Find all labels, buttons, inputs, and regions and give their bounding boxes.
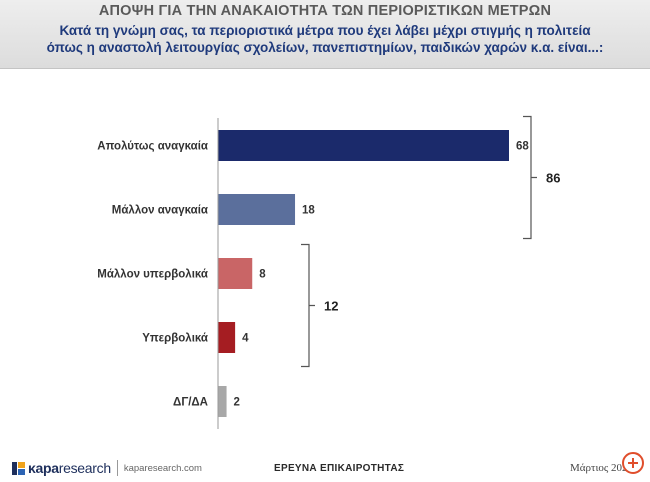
bar-chart: Απολύτως αναγκαία 68 Μάλλον αναγκαία 18 Μάλλ…	[97, 115, 560, 429]
footer-survey-label: ΕΡΕΥΝΑ ΕΠΙΚΑΙΡΟΤΗΤΑΣ	[274, 463, 405, 474]
website-link[interactable]: kaparesearch.com	[123, 462, 202, 474]
group-total-label-2: 12	[324, 299, 338, 314]
bar-2	[218, 194, 296, 225]
logo-brand-bold: κapa	[28, 460, 59, 476]
footer-date: Μάρτιος 2020	[570, 462, 634, 474]
group-bracket-1	[523, 115, 537, 240]
chart-subtitle: Κατά τη γνώμη σας, τα περιοριστικά μέτρα…	[46, 23, 604, 55]
value-label-1: 68	[516, 141, 529, 153]
chart-header: ΑΠΟΨΗ ΓΙΑ ΤΗΝ ΑΝΑΚΑΙΟΤΗΤΑ ΤΩΝ ΠΕΡΙΟΡΙΣΤΙ…	[0, 0, 650, 69]
logo-brand-rest: research	[58, 460, 111, 476]
logo-separator	[116, 460, 118, 476]
category-label-5: ΔΓ/ΔΑ	[173, 397, 208, 409]
bar-5	[218, 386, 227, 417]
bar-3	[218, 258, 253, 289]
category-label-1: Απολύτως αναγκαία	[97, 141, 208, 153]
value-label-2: 18	[302, 205, 315, 217]
zoom-in-icon[interactable]	[622, 452, 644, 474]
logo-mark-icon	[12, 461, 26, 475]
kapa-research-logo: κapa research kaparesearch.com	[12, 460, 202, 476]
category-label-2: Μάλλον αναγκαία	[112, 205, 208, 217]
category-label-3: Μάλλον υπερβολικά	[97, 269, 208, 281]
bar-4	[218, 322, 236, 353]
category-label-4: Υπερβολικά	[142, 333, 208, 345]
bar-1	[218, 130, 509, 161]
group-total-label-1: 86	[546, 171, 560, 186]
value-label-4: 4	[242, 333, 249, 345]
footer: κapa research kaparesearch.com ΕΡΕΥΝΑ ΕΠ…	[0, 450, 650, 482]
value-label-5: 2	[234, 397, 240, 409]
chart-title: ΑΠΟΨΗ ΓΙΑ ΤΗΝ ΑΝΑΚΑΙΟΤΗΤΑ ΤΩΝ ΠΕΡΙΟΡΙΣΤΙ…	[98, 3, 552, 19]
group-bracket-2	[301, 243, 315, 368]
value-label-3: 8	[259, 269, 266, 281]
